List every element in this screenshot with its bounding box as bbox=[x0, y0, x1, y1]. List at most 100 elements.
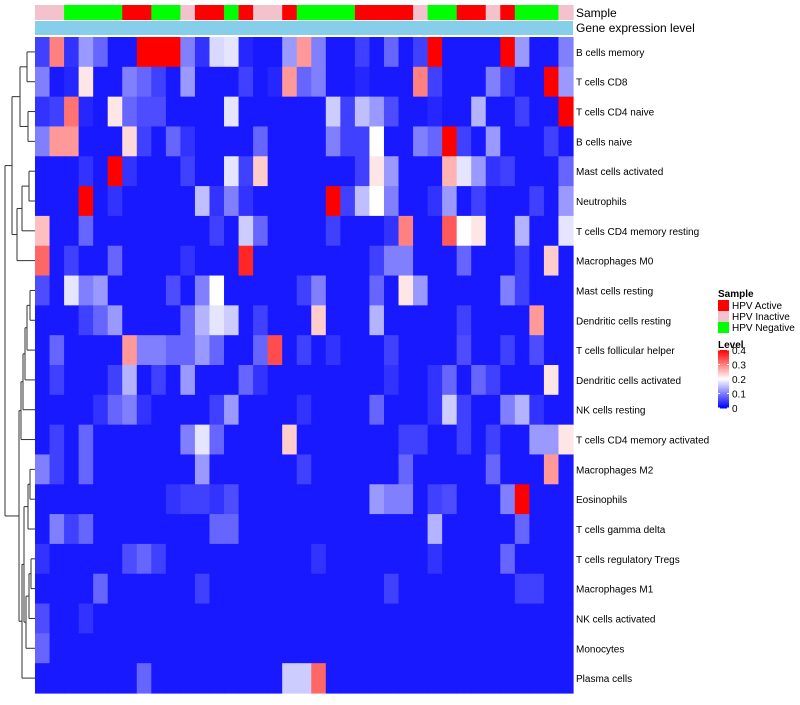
heatmap-cell bbox=[398, 215, 414, 247]
heatmap-cell bbox=[194, 305, 211, 336]
heatmap-cell bbox=[224, 305, 240, 336]
heatmap-cell bbox=[93, 603, 109, 634]
heatmap-cell bbox=[471, 663, 487, 694]
heatmap-cell bbox=[456, 156, 472, 187]
heatmap-cell bbox=[398, 454, 414, 485]
heatmap-cell bbox=[500, 275, 516, 306]
heatmap-cell bbox=[107, 156, 123, 187]
heatmap-cell bbox=[471, 66, 487, 98]
heatmap-cell bbox=[398, 305, 414, 336]
level-legend-gradient-step bbox=[718, 371, 729, 374]
heatmap-cell bbox=[136, 275, 152, 306]
level-legend-gradient-step bbox=[718, 365, 729, 368]
heatmap-cell bbox=[442, 245, 458, 277]
heatmap-cell bbox=[238, 365, 254, 396]
heatmap-cell bbox=[49, 663, 65, 694]
heatmap-cell bbox=[514, 186, 530, 217]
heatmap-cell bbox=[514, 603, 530, 634]
row-label: Monocytes bbox=[576, 644, 624, 655]
heatmap-cell bbox=[35, 275, 51, 306]
heatmap-cell bbox=[209, 394, 225, 426]
heatmap-cell bbox=[500, 484, 516, 515]
sample-annotation-cell bbox=[267, 5, 283, 20]
heatmap-cell bbox=[325, 484, 341, 515]
heatmap-cell bbox=[340, 543, 356, 575]
heatmap-cell bbox=[194, 454, 211, 485]
heatmap-cell bbox=[325, 245, 341, 277]
heatmap-cell bbox=[456, 603, 472, 634]
heatmap-cell bbox=[35, 454, 51, 485]
heatmap-cell bbox=[238, 335, 254, 366]
heatmap-cell bbox=[354, 394, 371, 426]
heatmap-cell bbox=[500, 335, 516, 366]
heatmap-cell bbox=[238, 126, 254, 157]
heatmap-cell bbox=[180, 394, 196, 426]
heatmap-cell bbox=[224, 275, 240, 306]
sample-annotation-cell bbox=[485, 5, 501, 20]
heatmap-cell bbox=[311, 275, 327, 306]
heatmap-cell bbox=[165, 215, 182, 247]
level-legend-gradient-step bbox=[718, 403, 729, 406]
heatmap-cell bbox=[383, 454, 400, 485]
heatmap-cell bbox=[165, 365, 182, 396]
heatmap-cell bbox=[224, 186, 240, 217]
heatmap-cell bbox=[471, 543, 487, 575]
heatmap-cell bbox=[383, 186, 400, 217]
sample-annotation-cell bbox=[325, 5, 341, 20]
heatmap-cell bbox=[543, 305, 560, 336]
heatmap-cell bbox=[558, 215, 574, 247]
heatmap-cell bbox=[354, 126, 371, 157]
heatmap-cell bbox=[151, 514, 167, 545]
heatmap-cell bbox=[180, 275, 196, 306]
heatmap-cell bbox=[442, 215, 458, 247]
heatmap-cell bbox=[558, 573, 574, 605]
heatmap-cell bbox=[180, 633, 196, 664]
heatmap-cell bbox=[64, 96, 80, 128]
heatmap-cell bbox=[529, 514, 545, 545]
heatmap-cell bbox=[383, 603, 400, 634]
heatmap-cell bbox=[485, 603, 501, 634]
heatmap-cell bbox=[413, 96, 429, 128]
level-legend-gradient-step bbox=[718, 379, 729, 381]
heatmap-cell bbox=[354, 424, 371, 456]
heatmap-cell bbox=[543, 484, 560, 515]
heatmap-cell bbox=[151, 394, 167, 426]
heatmap-cell bbox=[64, 484, 80, 515]
heatmap-cell bbox=[427, 484, 443, 515]
heatmap-cell bbox=[78, 96, 94, 128]
heatmap-cell bbox=[543, 543, 560, 575]
heatmap-cell bbox=[398, 394, 414, 426]
sample-annotation-cell bbox=[471, 5, 487, 20]
heatmap-cell bbox=[340, 275, 356, 306]
heatmap-cell bbox=[529, 633, 545, 664]
heatmap-cell bbox=[49, 66, 65, 98]
heatmap-cell bbox=[354, 365, 371, 396]
heatmap-cell bbox=[122, 365, 138, 396]
heatmap-cell bbox=[543, 66, 560, 98]
heatmap-cell bbox=[485, 424, 501, 456]
sample-annotation-cell bbox=[93, 5, 109, 20]
heatmap-cell bbox=[471, 514, 487, 545]
heatmap-cell bbox=[136, 365, 152, 396]
sample-annotation-cell bbox=[383, 5, 400, 20]
heatmap-cell bbox=[558, 37, 574, 68]
heatmap-cell bbox=[325, 365, 341, 396]
sample-annotation-cell bbox=[194, 5, 211, 20]
heatmap-cell bbox=[340, 514, 356, 545]
heatmap-cell bbox=[267, 126, 283, 157]
heatmap-cell bbox=[136, 66, 152, 98]
heatmap-cell bbox=[485, 335, 501, 366]
heatmap-cell bbox=[456, 543, 472, 575]
heatmap-cell bbox=[529, 335, 545, 366]
heatmap-cell bbox=[485, 394, 501, 426]
sample-annotation-cell bbox=[180, 5, 196, 20]
heatmap-cell bbox=[282, 514, 298, 545]
heatmap-cell bbox=[311, 186, 327, 217]
heatmap-cell bbox=[136, 126, 152, 157]
heatmap-cell bbox=[354, 543, 371, 575]
heatmap-cell bbox=[122, 484, 138, 515]
heatmap-cell bbox=[383, 424, 400, 456]
heatmap-cell bbox=[49, 454, 65, 485]
heatmap-cell bbox=[180, 365, 196, 396]
heatmap-cell bbox=[253, 543, 269, 575]
